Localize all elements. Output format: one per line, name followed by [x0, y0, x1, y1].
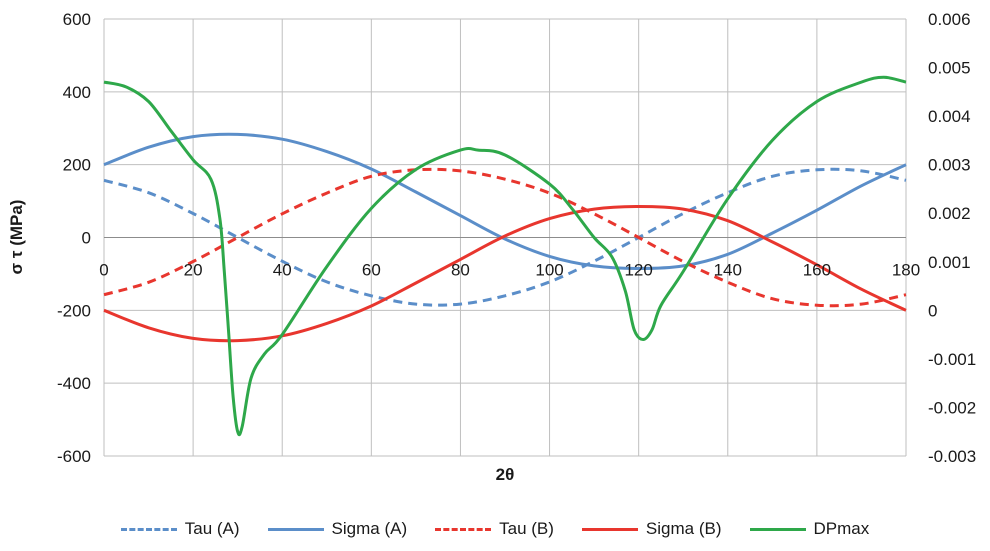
x-axis-ticks: 0 20 40 60 80 100 120 140 160 180	[99, 261, 920, 280]
legend-item-tau-a: Tau (A)	[120, 519, 240, 539]
legend-item-sigma-b: Sigma (B)	[581, 519, 722, 539]
legend-item-dpmax: DPmax	[749, 519, 870, 539]
legend-label: Sigma (A)	[331, 519, 408, 538]
x-tick-label: 160	[803, 261, 831, 280]
legend-label: Tau (B)	[499, 519, 554, 538]
x-tick-label: 20	[184, 261, 203, 280]
x-tick-label: 180	[892, 261, 920, 280]
y-tick-label: 400	[63, 83, 91, 102]
x-tick-label: 140	[714, 261, 742, 280]
series-line-sigma-b	[103, 205, 907, 343]
legend-label: Tau (A)	[184, 519, 240, 538]
series-line-sigma-a	[103, 132, 907, 270]
x-axis-title: 2θ	[496, 465, 515, 484]
x-tick-label: 100	[535, 261, 563, 280]
x-tick-label: 80	[451, 261, 470, 280]
legend-swatch	[435, 527, 492, 531]
legend-item-sigma-a: Sigma (A)	[267, 519, 408, 539]
y-axis-ticks: 600 400 200 0 -200 -400 -600	[57, 10, 91, 466]
y-tick-label: -600	[57, 447, 91, 466]
y2-tick-label: 0	[928, 301, 937, 320]
legend-swatch	[749, 527, 806, 531]
legend-label: Sigma (B)	[645, 519, 722, 538]
y-axis-title: σ τ (MPa)	[7, 200, 26, 275]
y2-tick-label: 0.006	[928, 10, 971, 29]
series-line-tau-a	[103, 167, 907, 307]
series-line-tau-b	[103, 167, 907, 308]
legend: Tau (A) Sigma (A) Tau (B) Sigma (B) DPmax	[0, 514, 990, 544]
legend-swatch	[120, 527, 177, 531]
x-tick-label: 40	[273, 261, 292, 280]
legend-label: DPmax	[813, 519, 870, 538]
series-line-dpmax	[103, 75, 907, 437]
y-tick-label: 200	[63, 156, 91, 175]
y-tick-label: 600	[63, 10, 91, 29]
y2-tick-label: 0.005	[928, 59, 971, 78]
legend-item-tau-b: Tau (B)	[435, 519, 554, 539]
y2-tick-label: 0.003	[928, 156, 971, 175]
x-tick-label: 120	[624, 261, 652, 280]
legend-swatch	[267, 527, 324, 531]
y-tick-label: -400	[57, 374, 91, 393]
y2-tick-label: -0.002	[928, 398, 976, 417]
series-lines	[103, 75, 907, 437]
y-tick-label: 0	[82, 229, 91, 248]
y2-tick-label: -0.003	[928, 447, 976, 466]
y2-tick-label: 0.004	[928, 107, 971, 126]
x-tick-label: 0	[99, 261, 108, 280]
y2-axis-ticks: 0.006 0.005 0.004 0.003 0.002 0.001 0 -0.001 -0.…	[928, 10, 976, 466]
y2-tick-label: 0.002	[928, 204, 971, 223]
y2-tick-label: -0.001	[928, 350, 976, 369]
y2-tick-label: 0.001	[928, 253, 971, 272]
y-tick-label: -200	[57, 301, 91, 320]
legend-swatch	[581, 527, 638, 531]
x-tick-label: 60	[362, 261, 381, 280]
